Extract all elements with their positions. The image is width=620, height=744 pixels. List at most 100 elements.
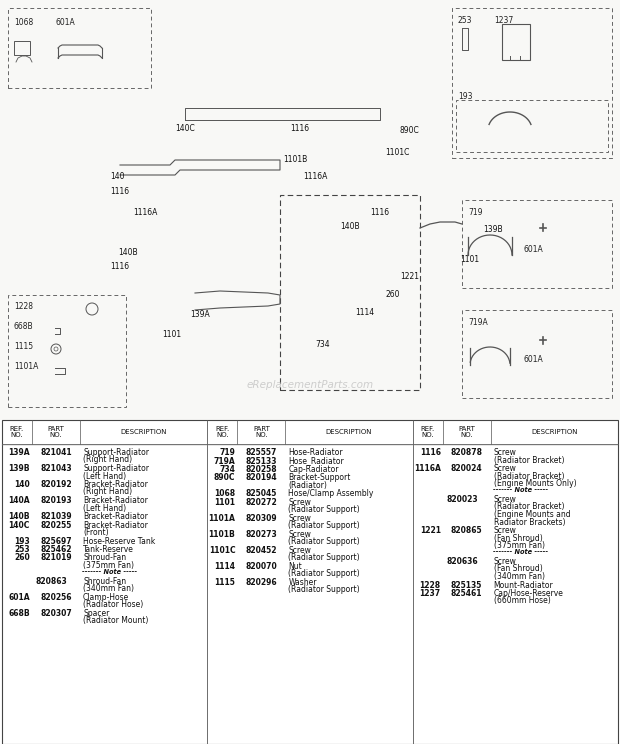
Text: 1101C: 1101C [209,546,236,555]
Text: Hose-Reserve Tank: Hose-Reserve Tank [83,536,155,545]
Text: Screw: Screw [288,498,311,507]
Text: 1101A: 1101A [208,514,236,523]
Text: 890C: 890C [400,126,420,135]
Text: 193: 193 [458,92,472,101]
Text: 668B: 668B [14,322,33,331]
Text: (Radiator Hose): (Radiator Hose) [83,600,143,609]
Text: 601A: 601A [9,593,30,602]
Text: 820309: 820309 [246,514,277,523]
Bar [462,200,612,288]
Text: Washer: Washer [288,578,317,587]
Text: (Engine Mounts and: (Engine Mounts and [494,510,570,519]
Text: (Radiator Bracket): (Radiator Bracket) [494,472,564,481]
Text: 140B: 140B [340,222,360,231]
Text: 821039: 821039 [40,512,72,521]
Text: Tank-Reserve: Tank-Reserve [83,545,134,554]
Text: 260: 260 [14,554,30,562]
Text: 820023: 820023 [446,495,478,504]
Text: ------- Note -----: ------- Note ----- [493,487,548,493]
Bar [502,24,530,60]
Text: Radiator Brackets): Radiator Brackets) [494,518,565,527]
Bar [456,100,608,152]
Text: 1115: 1115 [14,342,33,351]
Text: Clamp-Hose: Clamp-Hose [83,593,129,602]
Text: Bracket-Support: Bracket-Support [288,473,351,483]
Text: (Radiator Support): (Radiator Support) [288,505,360,515]
Text: 820296: 820296 [246,578,277,587]
Text: 668B: 668B [9,609,30,618]
Text: Cap-Radiator: Cap-Radiator [288,465,339,474]
Text: (Fan Shroud): (Fan Shroud) [494,533,542,542]
Text: 253: 253 [14,545,30,554]
Text: Hose/Clamp Assembly: Hose/Clamp Assembly [288,490,374,498]
Text: 825462: 825462 [40,545,72,554]
Text: (Right Hand): (Right Hand) [83,455,132,464]
Text: (Fan Shroud): (Fan Shroud) [494,565,542,574]
Text: 1068: 1068 [214,490,236,498]
Text: Cap/Hose-Reserve: Cap/Hose-Reserve [494,589,564,598]
Text: PART
NO.: PART NO. [253,426,270,438]
Text: REF.
NO.: REF. NO. [10,426,24,438]
Text: 820192: 820192 [40,480,72,489]
Text: Screw: Screw [288,514,311,523]
Bar [8,295,126,407]
Text: 1114: 1114 [215,562,236,571]
Text: Screw: Screw [494,448,516,457]
Text: 820865: 820865 [451,526,482,535]
Text: 734: 734 [219,465,236,474]
Text: 1116: 1116 [420,448,441,457]
Text: 821041: 821041 [40,448,72,457]
Text: 140B: 140B [9,512,30,521]
Text: 1228: 1228 [420,580,441,589]
Text: (Radiator Support): (Radiator Support) [288,537,360,547]
Text: 820024: 820024 [451,464,482,473]
Text: (Radiator Bracket): (Radiator Bracket) [494,502,564,512]
Text: Bracket-Radiator: Bracket-Radiator [83,480,148,489]
Text: 820255: 820255 [40,521,72,530]
Text: 820307: 820307 [40,609,72,618]
Text: Support-Radiator: Support-Radiator [83,464,149,473]
Text: (Radiator Support): (Radiator Support) [288,586,360,594]
Text: ------- Note -----: ------- Note ----- [82,569,137,576]
Text: 1116: 1116 [110,187,129,196]
Text: 820194: 820194 [246,473,277,483]
Text: 890C: 890C [214,473,236,483]
Text: 825135: 825135 [451,580,482,589]
Text: Screw: Screw [288,530,311,539]
Text: 1116: 1116 [110,262,129,271]
Text: 1068: 1068 [14,18,33,27]
Bar [0,0,620,420]
Text: Bracket-Radiator: Bracket-Radiator [83,512,148,521]
Text: (Right Hand): (Right Hand) [83,487,132,496]
Text: 1221: 1221 [420,526,441,535]
Text: (375mm Fan): (375mm Fan) [494,541,544,550]
Text: 719: 719 [219,448,236,457]
Text: (Radiator Support): (Radiator Support) [288,522,360,530]
Text: 719: 719 [468,208,482,217]
Text: 139A: 139A [190,310,210,319]
Text: 193: 193 [14,536,30,545]
Text: 601A: 601A [524,245,544,254]
Text: (340mm Fan): (340mm Fan) [83,585,134,594]
Text: 1101B: 1101B [208,530,236,539]
Text: 1237: 1237 [420,589,441,598]
Text: 1237: 1237 [494,16,513,25]
Text: 1101A: 1101A [14,362,38,371]
Text: 1116: 1116 [290,124,309,133]
Text: (Radiator Bracket): (Radiator Bracket) [494,455,564,464]
Text: 140C: 140C [9,521,30,530]
Text: 821019: 821019 [40,554,72,562]
Text: 140: 140 [110,172,125,181]
Text: PART
NO.: PART NO. [48,426,64,438]
Text: 1101B: 1101B [283,155,308,164]
Text: (Left Hand): (Left Hand) [83,504,126,513]
Text: 260: 260 [385,290,399,299]
Bar [8,8,151,88]
Text: (Radiator Mount): (Radiator Mount) [83,617,148,626]
Text: 1101C: 1101C [385,148,409,157]
Text: 820070: 820070 [246,562,277,571]
Text: 719A: 719A [213,457,236,466]
Text: (340mm Fan): (340mm Fan) [494,572,544,581]
Text: 825045: 825045 [246,490,277,498]
Text: Bracket-Radiator: Bracket-Radiator [83,496,148,505]
